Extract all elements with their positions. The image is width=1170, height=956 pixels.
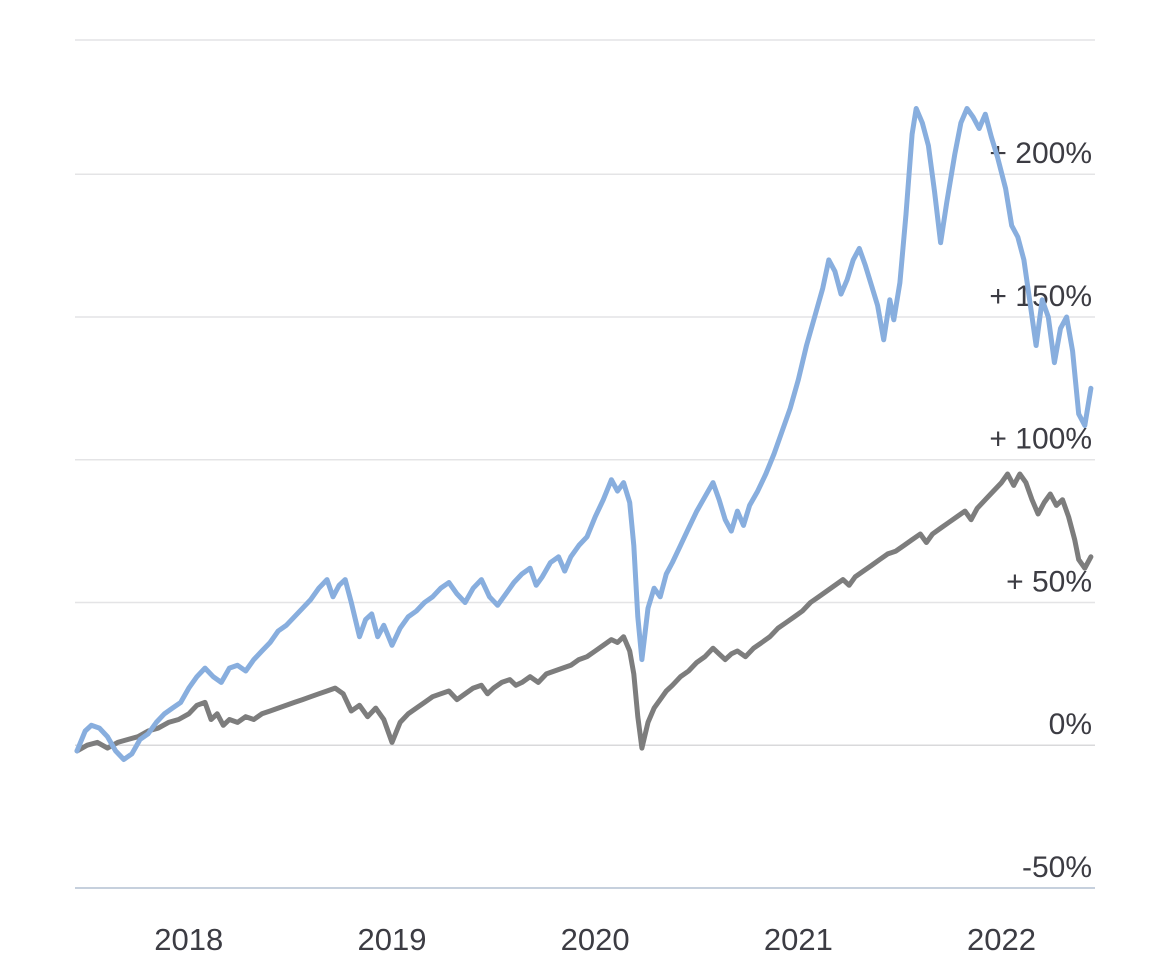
y-tick-label: + 50% xyxy=(1006,565,1092,598)
gray-series-line xyxy=(74,471,1094,754)
x-tick-label: 2020 xyxy=(561,922,630,956)
y-tick-label: + 200% xyxy=(989,137,1092,170)
y-tick-label: -50% xyxy=(1022,851,1092,884)
x-tick-label: 2022 xyxy=(967,922,1036,956)
x-tick-label: 2018 xyxy=(154,922,223,956)
y-tick-label: + 100% xyxy=(989,423,1092,456)
y-tick-label: 0% xyxy=(1049,708,1092,741)
x-tick-label: 2019 xyxy=(357,922,426,956)
blue-series-line xyxy=(74,106,1094,762)
x-tick-label: 2021 xyxy=(764,922,833,956)
